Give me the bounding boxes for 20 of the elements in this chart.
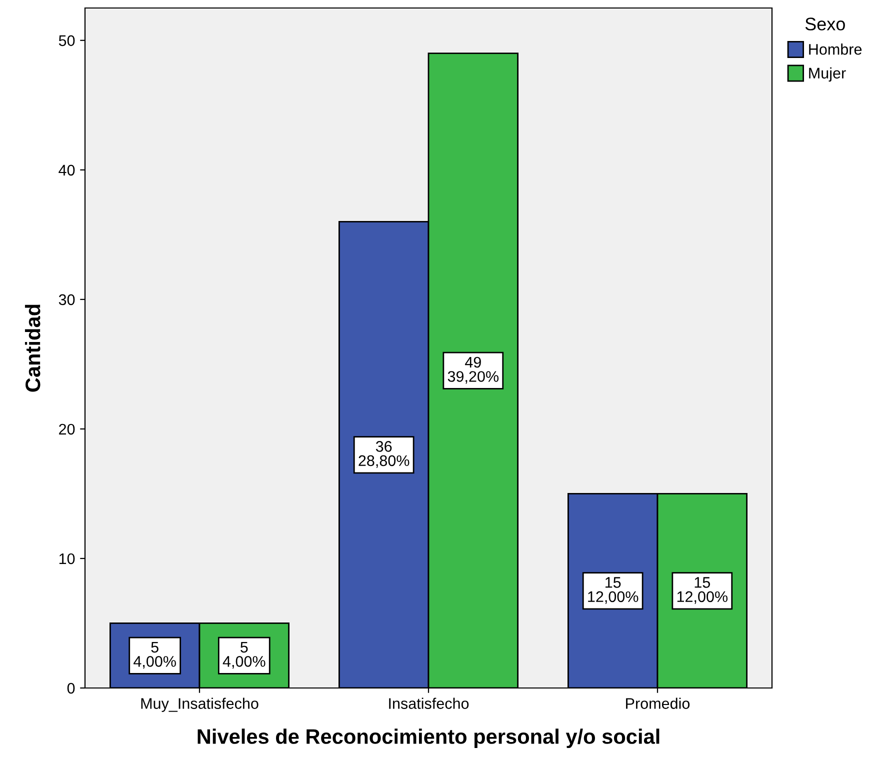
legend-label: Mujer bbox=[809, 67, 846, 82]
legend-title: Sexo bbox=[805, 18, 845, 30]
y-tick-label: 40 bbox=[58, 164, 75, 176]
y-tick-label: 50 bbox=[58, 35, 75, 46]
y-tick-label: 0 bbox=[67, 682, 75, 694]
y-tick-label: 20 bbox=[59, 424, 75, 435]
legend-label: Hombre bbox=[809, 44, 862, 55]
data-label: 36 28,80% bbox=[358, 441, 410, 468]
y-axis-title: Cantidad bbox=[24, 304, 40, 392]
x-tick-label: Muy_Insatisfecho bbox=[141, 698, 258, 712]
data-label: 5 4,00% bbox=[134, 642, 176, 669]
y-tick-label: 30 bbox=[58, 294, 75, 306]
y-tick-label: 10 bbox=[59, 553, 75, 564]
data-label: 49 39,20% bbox=[448, 356, 499, 384]
x-tick-label: Insatisfecho bbox=[389, 698, 469, 709]
data-label: 5 4,00% bbox=[222, 642, 266, 669]
x-tick-label: Promedio bbox=[626, 698, 690, 709]
data-label: 15 12,00% bbox=[588, 577, 638, 604]
x-axis-title: Niveles de Reconocimiento personal y/o social bbox=[198, 728, 660, 748]
data-label: 15 12,00% bbox=[677, 577, 728, 604]
